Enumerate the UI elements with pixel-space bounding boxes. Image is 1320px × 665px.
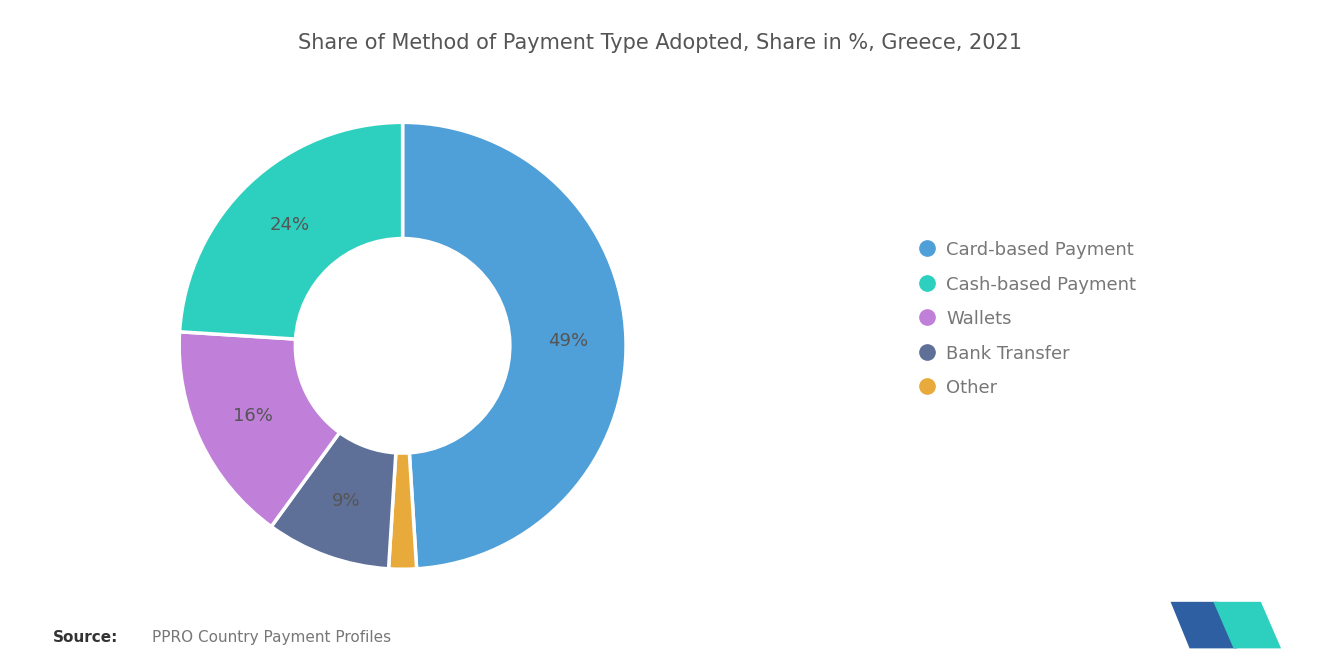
Text: PPRO Country Payment Profiles: PPRO Country Payment Profiles	[152, 630, 391, 645]
Wedge shape	[388, 453, 417, 569]
Wedge shape	[272, 432, 396, 569]
Text: Share of Method of Payment Type Adopted, Share in %, Greece, 2021: Share of Method of Payment Type Adopted,…	[298, 33, 1022, 53]
Polygon shape	[1213, 602, 1280, 648]
Wedge shape	[403, 122, 626, 569]
Wedge shape	[180, 122, 403, 339]
Text: 9%: 9%	[333, 492, 360, 510]
Wedge shape	[180, 332, 339, 527]
Text: 16%: 16%	[234, 407, 273, 425]
Text: Source:: Source:	[53, 630, 119, 645]
Text: 24%: 24%	[269, 216, 309, 234]
Polygon shape	[1171, 602, 1237, 648]
Legend: Card-based Payment, Cash-based Payment, Wallets, Bank Transfer, Other: Card-based Payment, Cash-based Payment, …	[913, 232, 1146, 406]
Text: 49%: 49%	[548, 332, 587, 350]
